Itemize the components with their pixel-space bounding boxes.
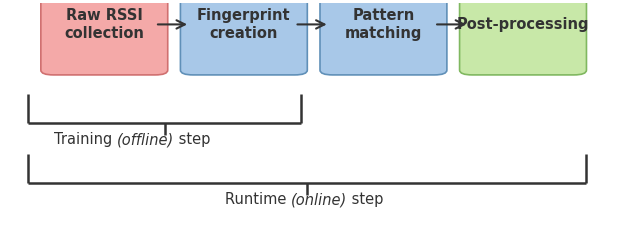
Text: step: step [347, 192, 383, 207]
Text: Training: Training [54, 132, 116, 147]
Text: Post-processing: Post-processing [457, 17, 589, 32]
Text: Pattern
matching: Pattern matching [345, 8, 422, 41]
FancyBboxPatch shape [180, 0, 307, 75]
Text: Fingerprint
creation: Fingerprint creation [197, 8, 291, 41]
Text: (online): (online) [291, 192, 347, 207]
Text: Runtime: Runtime [225, 192, 291, 207]
Text: (offline): (offline) [116, 132, 173, 147]
Text: step: step [173, 132, 210, 147]
FancyBboxPatch shape [460, 0, 586, 75]
FancyBboxPatch shape [320, 0, 447, 75]
FancyBboxPatch shape [41, 0, 168, 75]
Text: Raw RSSI
collection: Raw RSSI collection [65, 8, 144, 41]
